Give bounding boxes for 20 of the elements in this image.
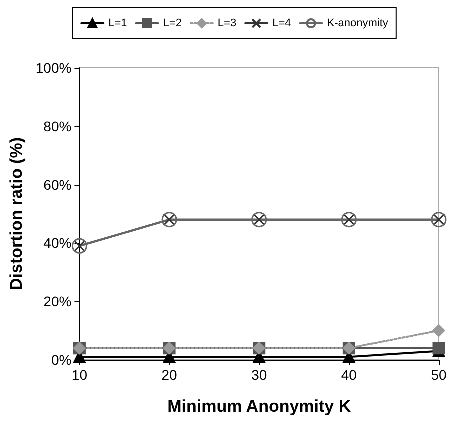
legend-label: L=1 xyxy=(108,18,128,30)
point xyxy=(432,324,446,338)
x-tick-label: 10 xyxy=(72,367,88,383)
legend-label: L=3 xyxy=(218,18,237,30)
x-tick-label: 50 xyxy=(431,367,447,383)
legend-label: L=2 xyxy=(163,18,182,30)
x-tick-label: 30 xyxy=(252,367,268,383)
y-tick-label: 20% xyxy=(44,294,72,310)
y-tick-label: 40% xyxy=(44,235,72,252)
y-tick-label: 60% xyxy=(44,176,72,193)
y-tick-label: 100% xyxy=(36,60,72,76)
y-axis-title: Distortion ratio (%) xyxy=(7,138,26,290)
legend-label: K-anonymity xyxy=(327,18,389,30)
point xyxy=(432,342,446,355)
y-tick-label: 0% xyxy=(51,352,72,368)
y-tick-label: 80% xyxy=(44,118,72,134)
x-tick-label: 40 xyxy=(341,367,358,383)
x-axis-title: Minimum Anonymity K xyxy=(168,397,352,416)
legend-label: L=4 xyxy=(272,18,292,30)
x-tick-label: 20 xyxy=(162,367,178,383)
